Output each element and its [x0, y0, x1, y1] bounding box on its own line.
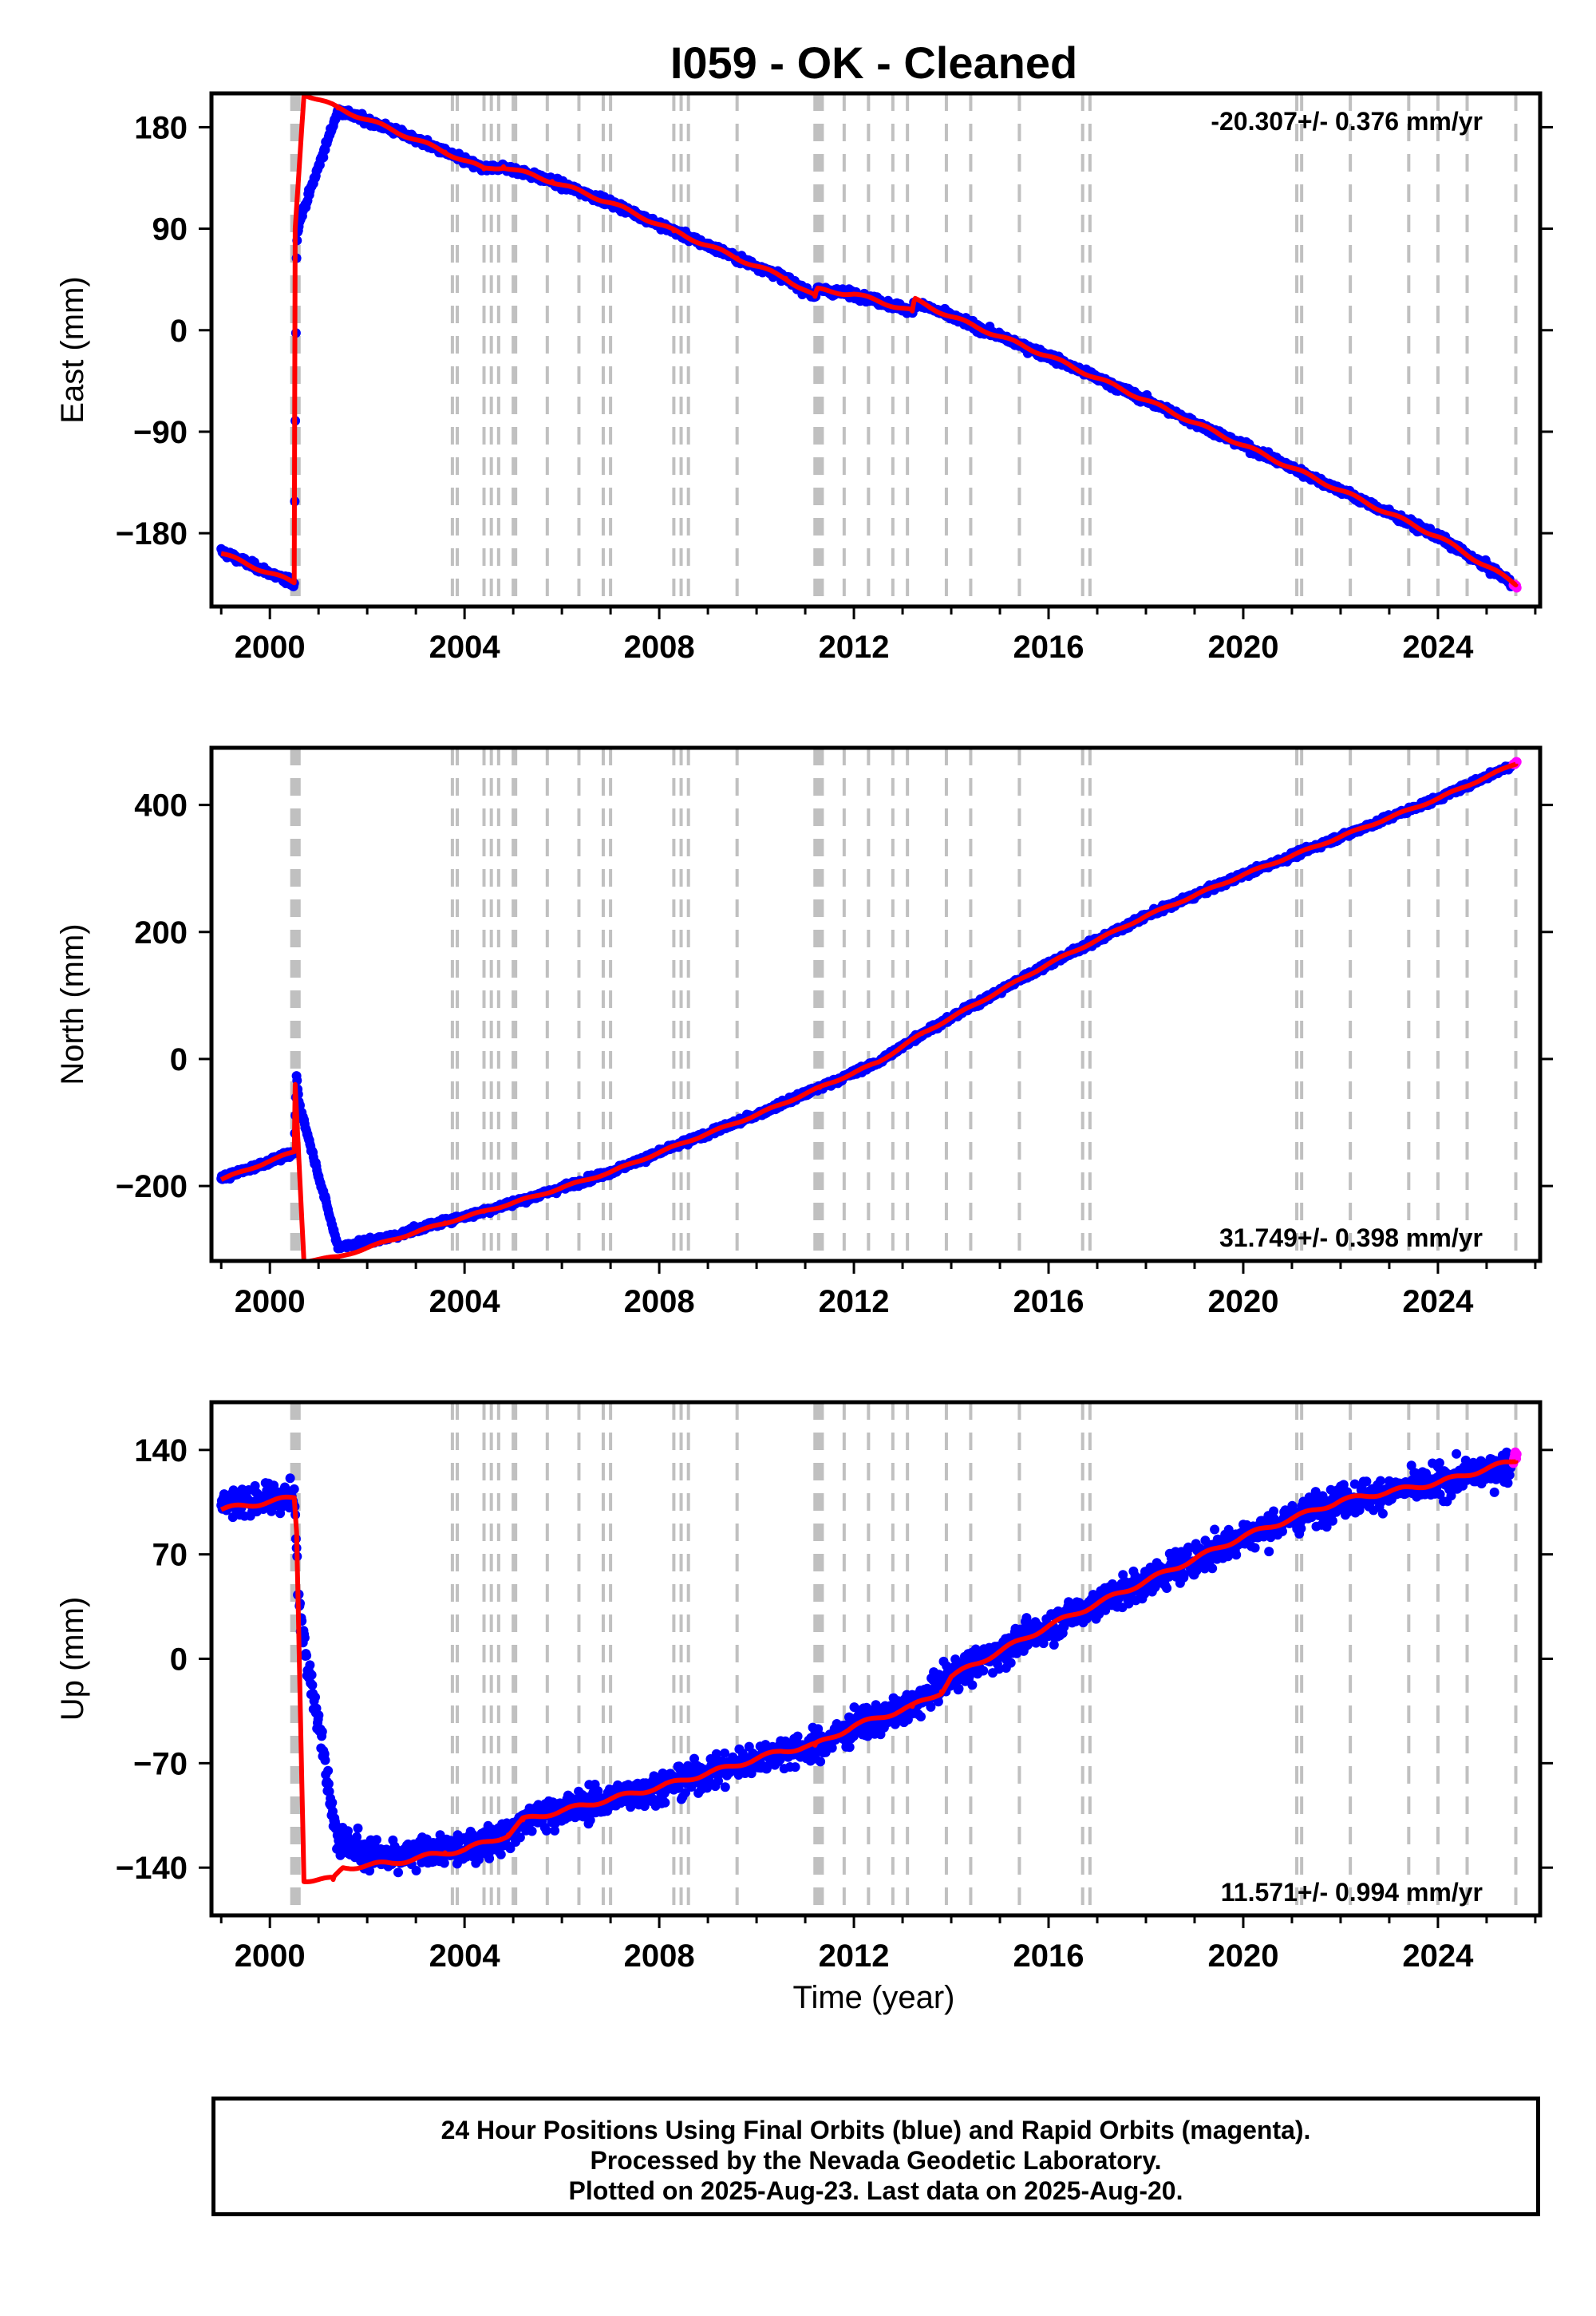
- y-tick-label: −180: [116, 516, 188, 551]
- east-frame: [209, 91, 1543, 609]
- data-point: [310, 1692, 320, 1702]
- x-tick-label: 2016: [1013, 630, 1084, 665]
- y-tick-label: 200: [134, 915, 188, 951]
- x-tick-label: 2012: [819, 1284, 890, 1319]
- east-plot-area: [216, 93, 1522, 607]
- data-point: [320, 1755, 330, 1765]
- data-point: [305, 1660, 315, 1670]
- x-tick-label: 2024: [1402, 630, 1474, 665]
- east-rate-label: -20.307+/- 0.376 mm/yr: [1211, 107, 1483, 136]
- data-point: [307, 1680, 318, 1690]
- north-panel: 2000 2004 2008 2012 2016 2020 2024 −200 0 200 400 N…: [55, 745, 1553, 1319]
- data-point: [285, 1473, 295, 1484]
- x-tick-label: 2008: [624, 1284, 695, 1319]
- data-point: [327, 1797, 338, 1808]
- data-point: [353, 1823, 363, 1833]
- north-final-orbit-points: [216, 761, 1516, 1254]
- data-point: [323, 1765, 334, 1776]
- up-panel: 2000 2004 2008 2012 2016 2020 2024−140−7007014…: [55, 1400, 1553, 1974]
- chart-title: I059 - OK - Cleaned: [670, 38, 1077, 88]
- east-y-axis-label: East (mm): [55, 276, 90, 423]
- data-point: [343, 1826, 353, 1836]
- x-tick-label: 2024: [1402, 1284, 1474, 1319]
- north-rate-label: 31.749+/- 0.398 mm/yr: [1219, 1223, 1483, 1252]
- east-final-orbit-points: [216, 104, 1516, 591]
- north-frame: [209, 745, 1543, 1263]
- data-point: [393, 1867, 403, 1878]
- x-tick-label: 2004: [429, 1284, 501, 1319]
- up-final-orbit-points: [216, 1447, 1516, 1878]
- y-tick-label: −90: [133, 415, 188, 450]
- north-y-axis-label: North (mm): [55, 923, 90, 1085]
- x-tick-label: 2000: [235, 630, 306, 665]
- x-tick-label: 2012: [819, 630, 890, 665]
- y-tick-label: 0: [170, 314, 188, 349]
- data-point: [289, 1484, 299, 1494]
- x-tick-label: 2020: [1207, 1284, 1278, 1319]
- up-plot-area: [216, 1402, 1522, 1915]
- data-point: [314, 1710, 324, 1721]
- east-panel: 2000 2004 2008 2012 2016 2020 2024 −180 −90 0 90 18…: [55, 91, 1553, 665]
- x-tick-label: 2020: [1207, 630, 1278, 665]
- east-model-line: [219, 93, 1519, 587]
- y-tick-label: 90: [152, 212, 188, 247]
- data-point: [371, 1835, 381, 1845]
- y-tick-label: 400: [134, 788, 188, 824]
- data-point: [317, 1726, 327, 1737]
- x-tick-label: 2016: [1013, 1284, 1084, 1319]
- data-point: [299, 1633, 310, 1643]
- north-plot-area: [216, 748, 1522, 1261]
- data-point: [302, 1650, 312, 1661]
- x-tick-label: 2004: [429, 630, 501, 665]
- x-tick-label: 2000: [235, 1284, 306, 1319]
- data-point: [318, 152, 329, 163]
- y-tick-label: −200: [116, 1169, 188, 1204]
- data-point: [306, 1670, 317, 1680]
- y-tick-label: 180: [134, 110, 188, 145]
- y-tick-label: 0: [170, 1042, 188, 1077]
- x-tick-label: 2008: [624, 630, 695, 665]
